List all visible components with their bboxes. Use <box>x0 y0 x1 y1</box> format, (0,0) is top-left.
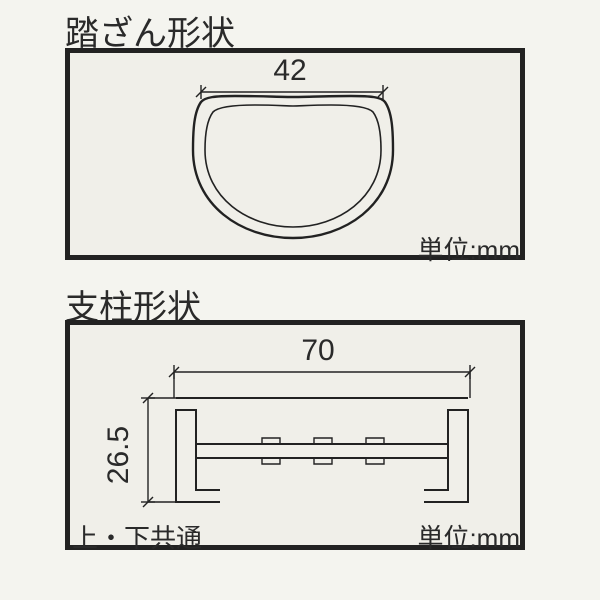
panel2-dim-h <box>141 393 178 507</box>
panel2-unit: 単位:mm <box>417 518 520 555</box>
panel2-dim-w-value: 70 <box>301 334 334 367</box>
stile-profile <box>176 398 468 502</box>
panel2-dim-h-value: 26.5 <box>102 426 135 484</box>
page: 踏ざん形状 42 単位:mm 支柱形状 70 26.5 上・下共通 単位:mm <box>0 0 600 600</box>
panel2-note: 上・下共通 <box>72 518 202 555</box>
panel2-svg: 70 26.5 <box>0 0 600 600</box>
panel2-dim-w <box>169 365 475 398</box>
